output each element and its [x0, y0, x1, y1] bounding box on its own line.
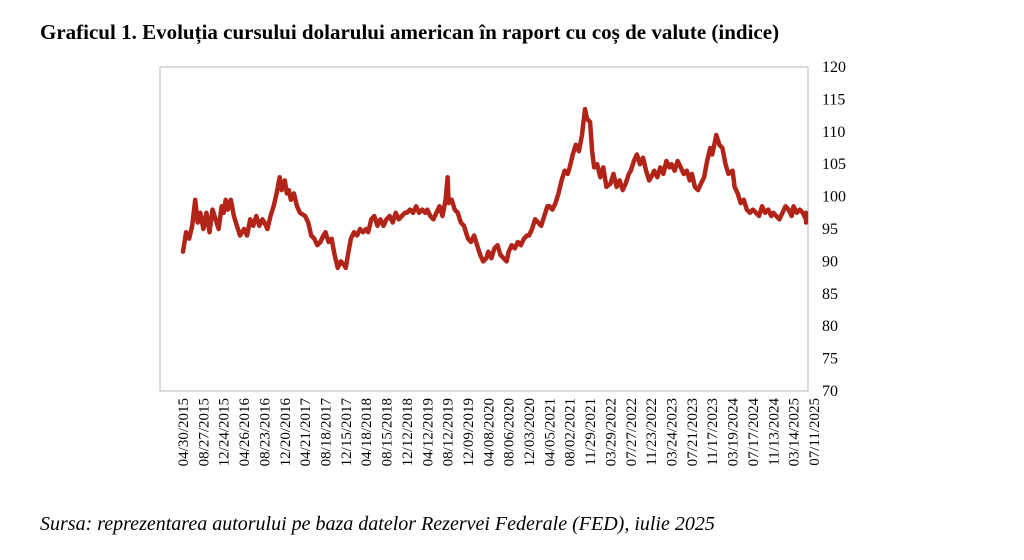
x-tick-label: 12/20/2016 — [278, 398, 294, 467]
x-tick-label: 08/15/2018 — [380, 398, 396, 466]
x-tick-label: 04/21/2017 — [298, 398, 314, 467]
y-tick-label: 115 — [822, 91, 845, 108]
x-tick-label: 11/23/2022 — [644, 398, 660, 466]
y-tick-label: 110 — [822, 124, 845, 141]
y-tick-label: 75 — [822, 351, 838, 368]
x-tick-label: 04/30/2015 — [176, 398, 192, 466]
x-tick-label: 04/18/2018 — [359, 398, 375, 466]
page-title: Graficul 1. Evoluția cursului dolarului … — [40, 20, 780, 44]
y-tick-label: 95 — [822, 221, 838, 238]
x-tick-label: 12/15/2017 — [339, 398, 355, 467]
x-tick-label: 07/21/2023 — [685, 398, 701, 466]
x-tick-label: 03/29/2022 — [603, 398, 619, 466]
x-tick-label: 07/11/2025 — [807, 398, 823, 466]
x-tick-label: 08/27/2015 — [196, 398, 212, 466]
x-tick-label: 04/12/2019 — [420, 398, 436, 466]
x-tick-label: 11/29/2021 — [583, 398, 599, 466]
x-tick-label: 11/13/2024 — [766, 398, 782, 466]
x-tick-label: 11/17/2023 — [705, 398, 721, 466]
x-tick-label: 12/03/2020 — [522, 398, 538, 466]
x-tick-label: 08/18/2017 — [318, 398, 334, 467]
x-tick-label: 03/19/2024 — [726, 398, 742, 467]
x-tick-label: 07/27/2022 — [624, 398, 640, 466]
x-tick-label: 12/09/2019 — [461, 398, 477, 466]
plot-frame — [159, 66, 809, 392]
x-tick-label: 08/02/2021 — [563, 398, 579, 466]
x-tick-label: 12/12/2018 — [400, 398, 416, 466]
y-tick-label: 90 — [822, 253, 838, 270]
source-note: Sursa: reprezentarea autorului pe baza d… — [40, 513, 715, 535]
y-tick-label: 100 — [822, 189, 846, 206]
x-tick-label: 04/05/2021 — [542, 398, 558, 466]
x-tick-label: 04/08/2020 — [481, 398, 497, 466]
dollar-index-line — [180, 106, 809, 271]
y-axis: 70 75 80 85 90 95 100 105 110 115 120 — [822, 59, 846, 400]
x-axis: 04/30/2015 08/27/2015 12/24/2015 04/26/2016… — [176, 398, 823, 467]
x-tick-label: 03/24/2023 — [665, 398, 681, 466]
y-tick-label: 105 — [822, 156, 846, 173]
y-tick-label: 70 — [822, 383, 838, 400]
x-tick-label: 08/12/2019 — [441, 398, 457, 466]
x-tick-label: 12/24/2015 — [217, 398, 233, 466]
x-tick-label: 07/17/2024 — [746, 398, 762, 467]
y-tick-label: 120 — [822, 59, 846, 76]
x-tick-label: 04/26/2016 — [237, 398, 253, 467]
x-tick-label: 08/23/2016 — [257, 398, 273, 467]
y-tick-label: 80 — [822, 318, 838, 335]
y-tick-label: 85 — [822, 286, 838, 303]
x-tick-label: 08/06/2020 — [502, 398, 518, 466]
x-tick-label: 03/14/2025 — [787, 398, 803, 466]
